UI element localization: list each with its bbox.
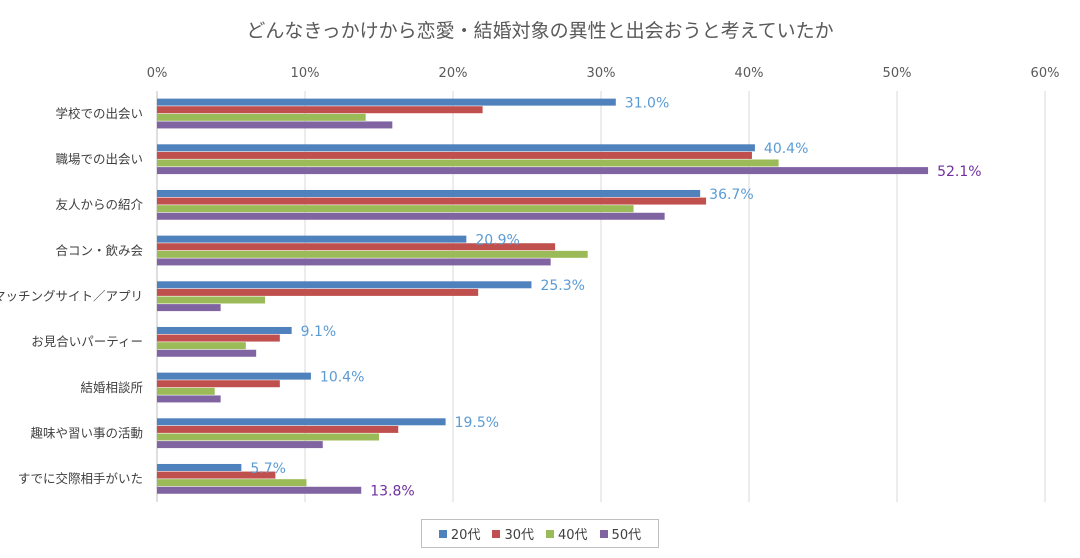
bar-20代-2 [157,189,701,197]
category-label: 職場での出会い [55,152,143,167]
legend-swatch [546,529,554,538]
bar-30代-2 [157,197,707,205]
chart-title: どんなきっかけから恋愛・結婚対象の異性と出会おうと考えていたか [246,20,834,42]
bar-20代-0 [157,98,616,106]
category-label: 学校での出会い [55,106,143,121]
data-label: 5.7% [250,461,286,477]
bar-20代-8 [157,463,242,471]
legend-label: 20代 [450,528,481,543]
bar-50代-6 [157,395,221,403]
category-label: 友人からの紹介 [55,197,143,212]
x-tick-label: 30% [587,66,616,81]
data-label: 40.4% [764,141,808,157]
category-label: 趣味や習い事の活動 [30,426,143,441]
legend-item: 20代 [438,524,481,543]
x-tick-label: 50% [883,66,912,81]
bar-20代-6 [157,372,311,380]
bar-30代-7 [157,425,399,433]
legend-label: 40代 [558,528,588,543]
bar-50代-7 [157,441,323,449]
bar-50代-3 [157,258,551,266]
bar-50代-0 [157,121,393,129]
data-label: 10.4% [320,369,364,385]
bar-40代-0 [157,113,366,121]
data-label: 31.0% [625,95,669,111]
bar-20代-7 [157,418,446,426]
bar-20代-3 [157,235,467,243]
bar-40代-5 [157,342,246,350]
bar-40代-7 [157,433,379,441]
bar-30代-0 [157,106,483,114]
data-label: 19.5% [455,415,499,431]
x-tick-label: 20% [439,66,468,81]
legend-swatch [492,529,501,538]
bar-30代-8 [157,471,276,479]
category-label: すでに交際相手がいた [18,471,143,486]
bar-40代-6 [157,387,215,395]
legend: 20代 30代 40代 50代 [421,519,659,548]
category-label: マッチングサイト／アプリ [0,289,143,304]
bar-50代-8 [157,486,362,494]
legend-item: 50代 [599,524,642,543]
category-label: 結婚相談所 [80,380,143,395]
data-label: 9.1% [301,324,337,340]
data-label: 13.8% [370,484,414,500]
category-label: お見合いパーティー [31,334,143,349]
x-tick-label: 40% [735,66,764,81]
bar-50代-5 [157,349,257,357]
bar-20代-5 [157,326,292,334]
legend-label: 50代 [611,528,642,543]
category-label: 合コン・飲み会 [55,243,143,258]
bar-50代-4 [157,304,221,312]
bar-30代-4 [157,288,479,296]
legend-label: 30代 [504,528,534,543]
bar-30代-6 [157,380,280,388]
x-tick-label: 10% [291,66,320,81]
bar-40代-8 [157,479,307,487]
data-label: 25.3% [540,278,584,294]
bar-40代-3 [157,250,588,258]
legend-swatch [599,529,608,538]
legend-swatch [438,529,447,538]
bar-40代-2 [157,205,634,213]
bar-50代-1 [157,167,929,175]
x-tick-label: 60% [1031,66,1060,81]
bar-50代-2 [157,212,665,220]
bar-40代-4 [157,296,266,304]
bar-30代-5 [157,334,280,342]
bar-40代-1 [157,159,779,167]
bar-30代-1 [157,151,752,159]
legend-item: 30代 [492,524,534,543]
bar-20代-1 [157,144,755,152]
data-label: 36.7% [709,187,753,203]
bar-20代-4 [157,281,532,289]
data-label: 52.1% [937,164,981,180]
legend-item: 40代 [546,524,588,543]
bar-30代-3 [157,243,556,251]
x-tick-label: 0% [147,66,168,81]
data-label: 20.9% [475,232,519,248]
